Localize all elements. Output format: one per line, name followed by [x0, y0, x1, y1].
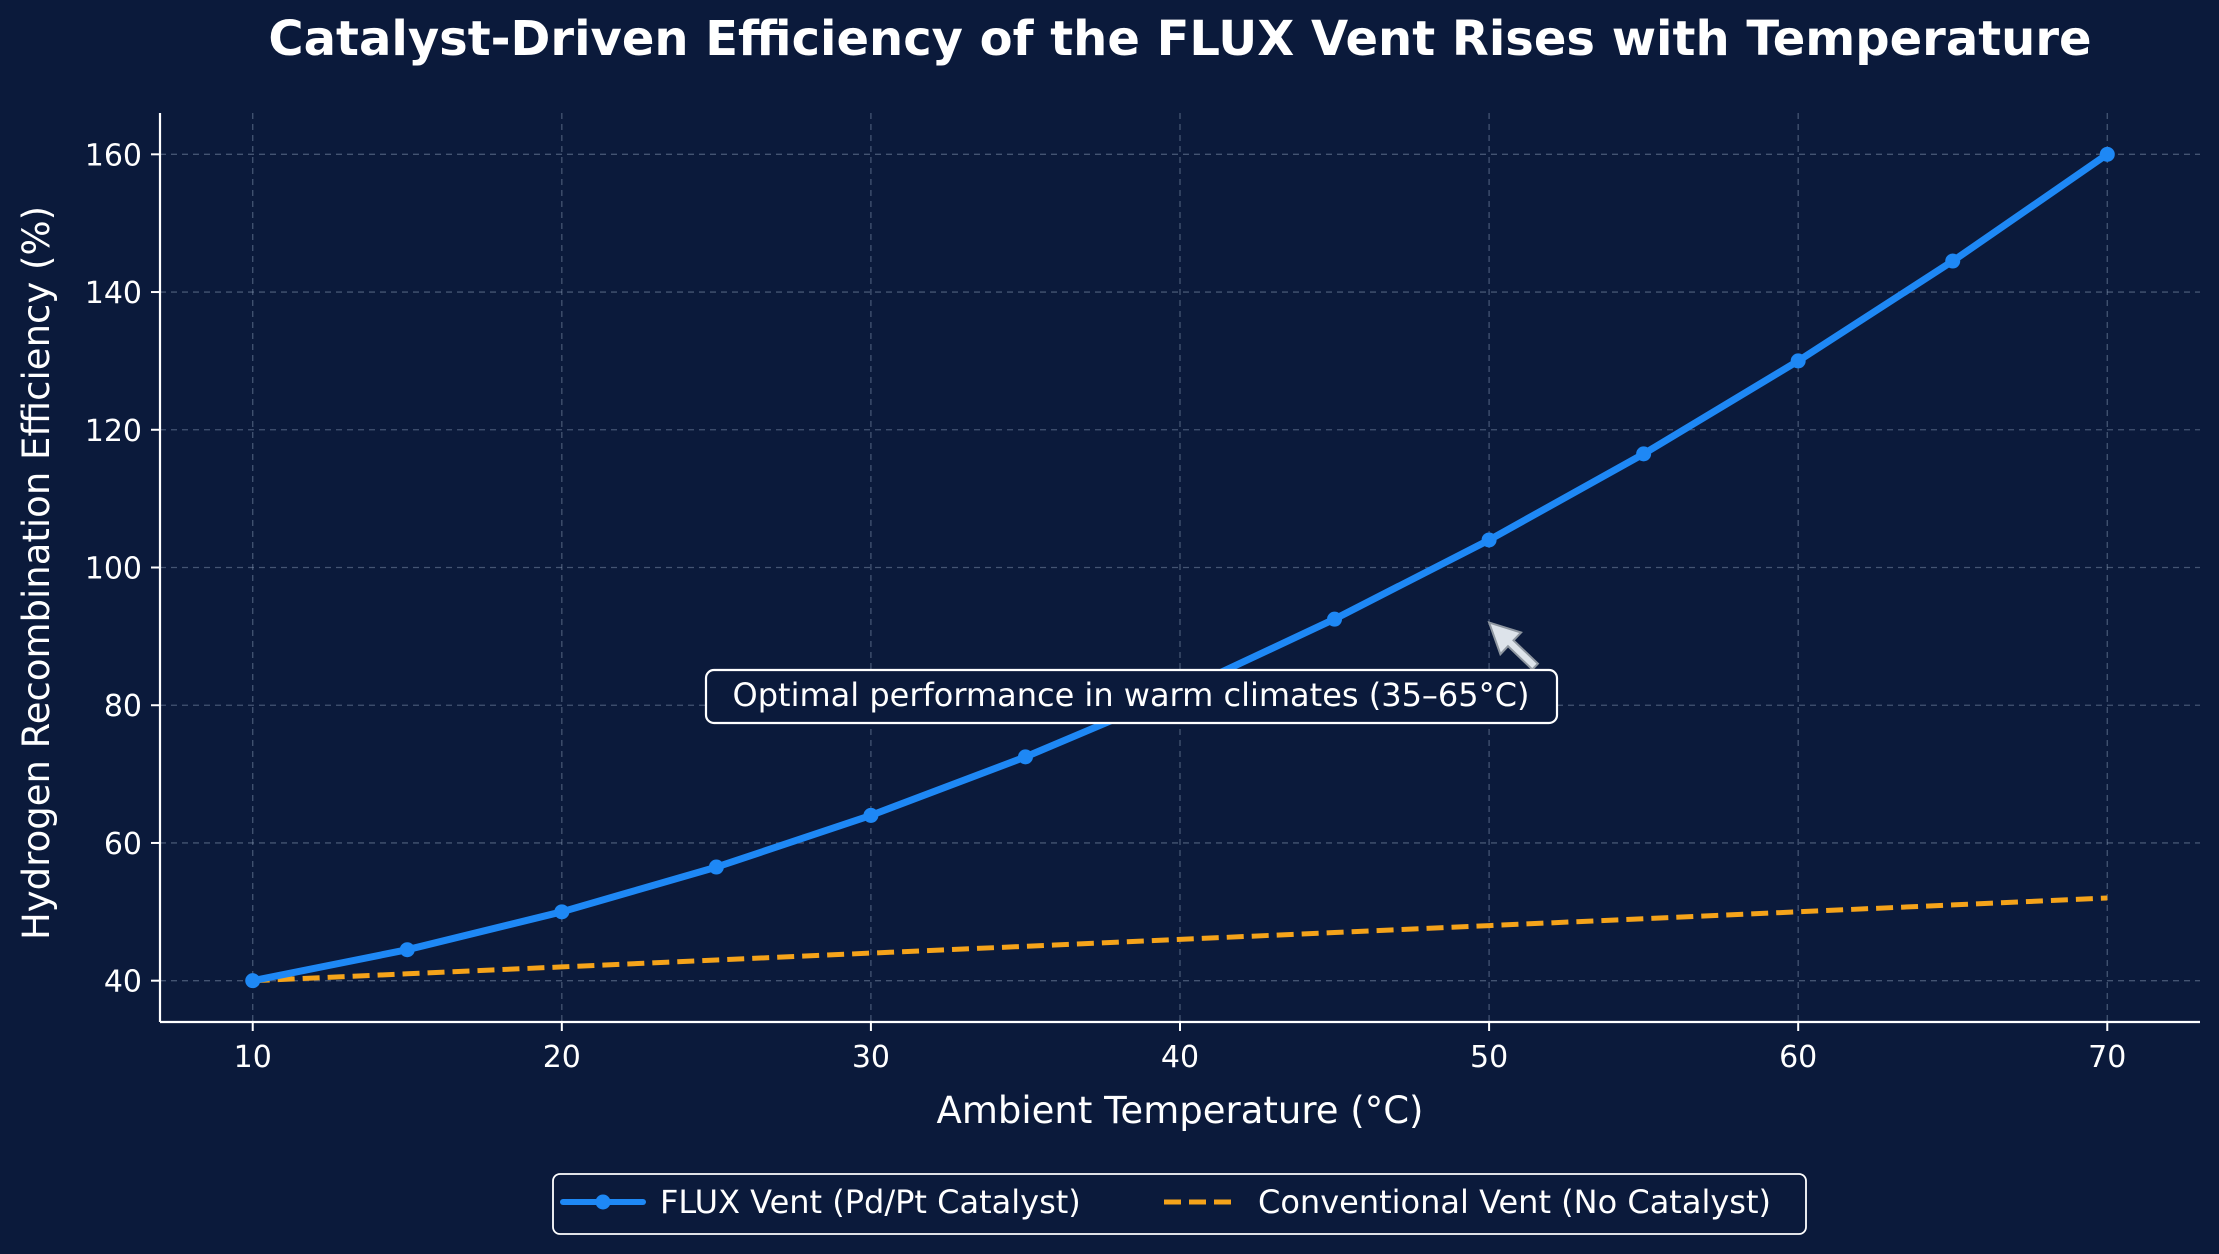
y-tick-label: 140	[85, 276, 142, 311]
x-tick-label: 20	[543, 1040, 581, 1075]
data-point-flux	[863, 807, 879, 823]
data-point-flux	[1945, 253, 1961, 269]
data-point-flux	[1017, 749, 1033, 765]
data-point-flux	[1790, 353, 1806, 369]
annotation-text: Optimal performance in warm climates (35…	[733, 676, 1530, 714]
x-axis-ticks: 10 20 30 40 50 60 70	[234, 1022, 2126, 1075]
annotation: Optimal performance in warm climates (35…	[704, 621, 1559, 725]
annotation-arrow-icon	[1487, 621, 1540, 671]
x-axis-label: Ambient Temperature (°C)	[937, 1089, 1424, 1132]
x-tick-label: 50	[1470, 1040, 1508, 1075]
y-tick-label: 40	[104, 965, 142, 1000]
y-tick-label: 100	[85, 552, 142, 587]
data-point-flux	[708, 859, 724, 875]
data-point-flux	[245, 973, 261, 989]
y-tick-label: 120	[85, 414, 142, 449]
x-tick-label: 30	[852, 1040, 890, 1075]
x-tick-label: 40	[1161, 1040, 1199, 1075]
legend-label-flux: FLUX Vent (Pd/Pt Catalyst)	[660, 1183, 1081, 1221]
y-tick-label: 80	[104, 689, 142, 724]
y-axis-ticks: 40 60 80 100 120 140 160	[85, 138, 160, 1000]
y-axis-label: Hydrogen Recombination Efficiency (%)	[15, 206, 58, 940]
series-line-conventional	[252, 895, 2108, 984]
data-point-flux	[1636, 446, 1652, 462]
y-tick-label: 60	[104, 827, 142, 862]
legend: FLUX Vent (Pd/Pt Catalyst) Conventional …	[552, 1173, 1807, 1235]
y-tick-label: 160	[85, 138, 142, 173]
grid	[160, 113, 2200, 1022]
x-tick-label: 10	[234, 1040, 272, 1075]
x-tick-label: 70	[2088, 1040, 2126, 1075]
chart-title: Catalyst-Driven Efficiency of the FLUX V…	[268, 11, 2091, 67]
data-point-flux	[399, 942, 415, 958]
legend-label-conventional: Conventional Vent (No Catalyst)	[1258, 1183, 1771, 1221]
x-tick-label: 60	[1779, 1040, 1817, 1075]
data-point-flux	[1481, 532, 1497, 548]
data-point-flux	[554, 904, 570, 920]
data-point-flux	[1327, 611, 1343, 627]
annotation-box	[704, 668, 1559, 725]
legend-marker-flux	[595, 1194, 611, 1210]
data-point-flux	[2099, 146, 2115, 162]
